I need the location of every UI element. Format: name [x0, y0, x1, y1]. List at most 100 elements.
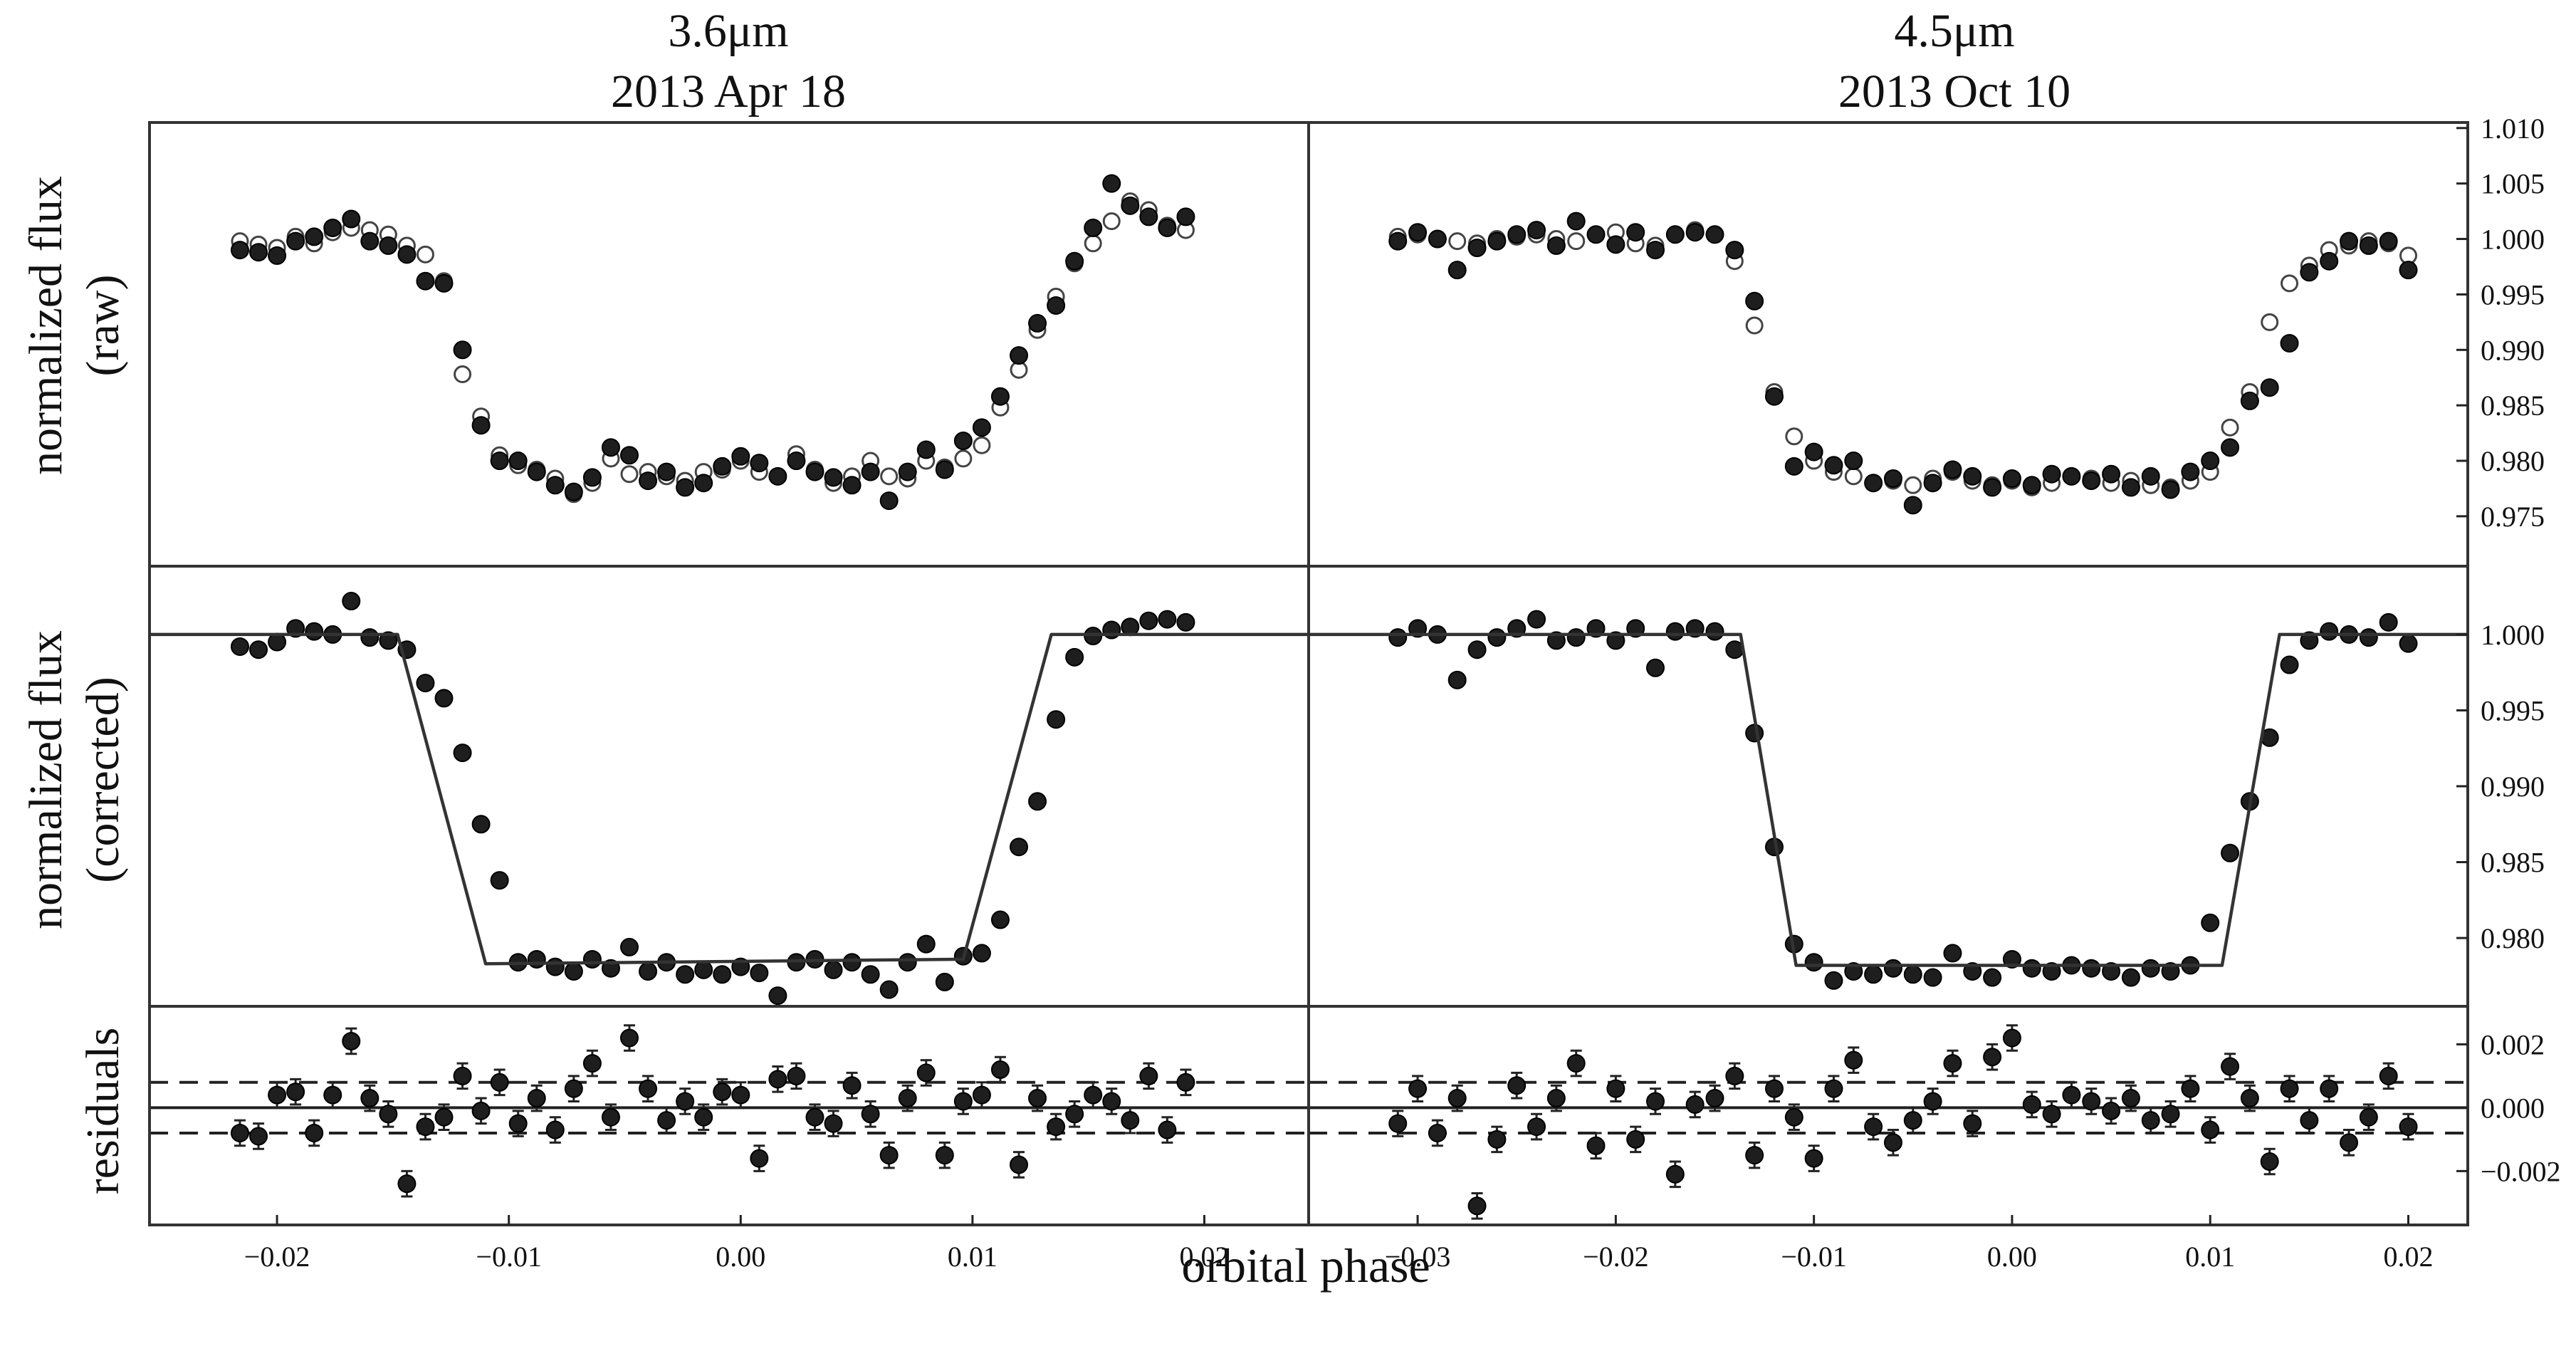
data-point	[1626, 223, 1645, 242]
data-point	[676, 965, 695, 984]
data-point	[286, 619, 305, 638]
data-point	[2181, 462, 2200, 481]
data-point	[2002, 1028, 2021, 1048]
data-point	[694, 960, 713, 979]
data-point	[1586, 1136, 1606, 1155]
data-point	[2102, 464, 2121, 484]
data-point	[1864, 474, 1883, 493]
data-point	[1121, 1111, 1140, 1130]
data-point-open	[973, 436, 991, 454]
data-point	[1065, 1105, 1084, 1124]
data-point	[879, 491, 899, 511]
data-point	[713, 965, 732, 984]
data-point	[1646, 658, 1665, 677]
data-point	[360, 1089, 379, 1108]
panel-content	[230, 174, 1195, 511]
y-tick-label: 0.975	[2481, 501, 2545, 533]
data-point	[2359, 236, 2378, 255]
data-point	[416, 271, 435, 291]
data-point	[972, 944, 991, 963]
data-point	[1626, 619, 1645, 638]
data-point	[842, 1076, 862, 1095]
data-point	[490, 871, 509, 890]
data-point	[453, 340, 472, 360]
data-point	[2260, 1152, 2279, 1172]
data-point	[1903, 1111, 1922, 1130]
panel-content	[1388, 212, 2418, 515]
data-point	[1487, 231, 1507, 251]
data-point	[990, 387, 1010, 406]
data-point	[434, 689, 454, 708]
data-point	[619, 1028, 639, 1048]
panel-right_raw: 0.975 0.980 0.985 0.990 0.995 1.000 1.005 1.010	[1307, 113, 2545, 568]
data-point	[305, 1123, 324, 1142]
raw-ylabel-line1: normalized flux	[20, 176, 72, 475]
data-point	[1028, 1089, 1047, 1108]
data-point	[1158, 610, 1177, 629]
data-point	[2102, 961, 2121, 981]
data-point	[2121, 478, 2140, 497]
data-point-open	[416, 245, 434, 264]
data-point	[2320, 1079, 2339, 1098]
data-point	[1824, 971, 1843, 990]
data-point	[935, 1146, 954, 1165]
data-point	[416, 1117, 435, 1137]
data-point	[2161, 1105, 2180, 1124]
panel-right_corrected: 0.980 0.985 0.990 0.995 1.000	[1307, 565, 2545, 1008]
y-tick-label: 1.000	[2481, 619, 2545, 651]
data-point	[1158, 1120, 1177, 1139]
data-point	[972, 1085, 991, 1105]
data-point	[1764, 1079, 1784, 1098]
data-point	[1784, 1107, 1803, 1127]
data-point	[2022, 476, 2041, 495]
data-point	[2399, 1117, 2418, 1137]
data-point	[1447, 261, 1467, 280]
panel-content	[1309, 1024, 2468, 1220]
data-point	[694, 474, 713, 493]
data-point	[619, 937, 639, 956]
data-point	[249, 243, 268, 262]
y-tick-label: 0.990	[2481, 334, 2545, 366]
data-point	[545, 1120, 565, 1139]
data-point	[1527, 221, 1546, 240]
y-tick-label: 0.990	[2481, 771, 2545, 803]
data-point	[1685, 223, 1705, 242]
data-point	[1745, 1146, 1764, 1165]
data-point	[787, 452, 806, 471]
data-point	[1487, 628, 1507, 647]
data-point	[768, 986, 787, 1006]
data-point	[2221, 1057, 2240, 1076]
data-point	[1507, 225, 1527, 244]
data-point	[1507, 1076, 1527, 1095]
data-point	[953, 1092, 973, 1111]
y-tick-label: 0.980	[2481, 445, 2545, 477]
data-point	[824, 468, 843, 487]
data-point	[2181, 1079, 2200, 1098]
data-point	[1903, 965, 1922, 984]
data-point	[2201, 1120, 2220, 1139]
data-point	[935, 460, 954, 479]
data-point	[1467, 1196, 1487, 1216]
x-tick-label: 0.02	[1179, 1241, 1229, 1273]
data-point	[1745, 291, 1764, 311]
data-point	[582, 468, 602, 487]
data-point	[490, 452, 509, 471]
data-point	[1606, 235, 1625, 254]
data-point	[1804, 953, 1823, 972]
data-point	[1705, 225, 1724, 244]
data-point	[2022, 959, 2041, 978]
data-point	[861, 1105, 880, 1124]
data-point	[694, 1107, 713, 1127]
data-point	[471, 416, 491, 435]
x-tick-label: 0.02	[2384, 1241, 2434, 1273]
data-point	[953, 432, 973, 451]
data-point	[1844, 1050, 1863, 1070]
x-tick-label: −0.02	[244, 1241, 310, 1273]
data-point	[305, 227, 324, 246]
data-point	[268, 246, 287, 265]
data-point	[1864, 965, 1883, 984]
data-point-open	[2261, 313, 2279, 331]
data-point	[1102, 1092, 1121, 1111]
data-point	[1804, 1149, 1823, 1168]
data-point	[2300, 631, 2319, 650]
